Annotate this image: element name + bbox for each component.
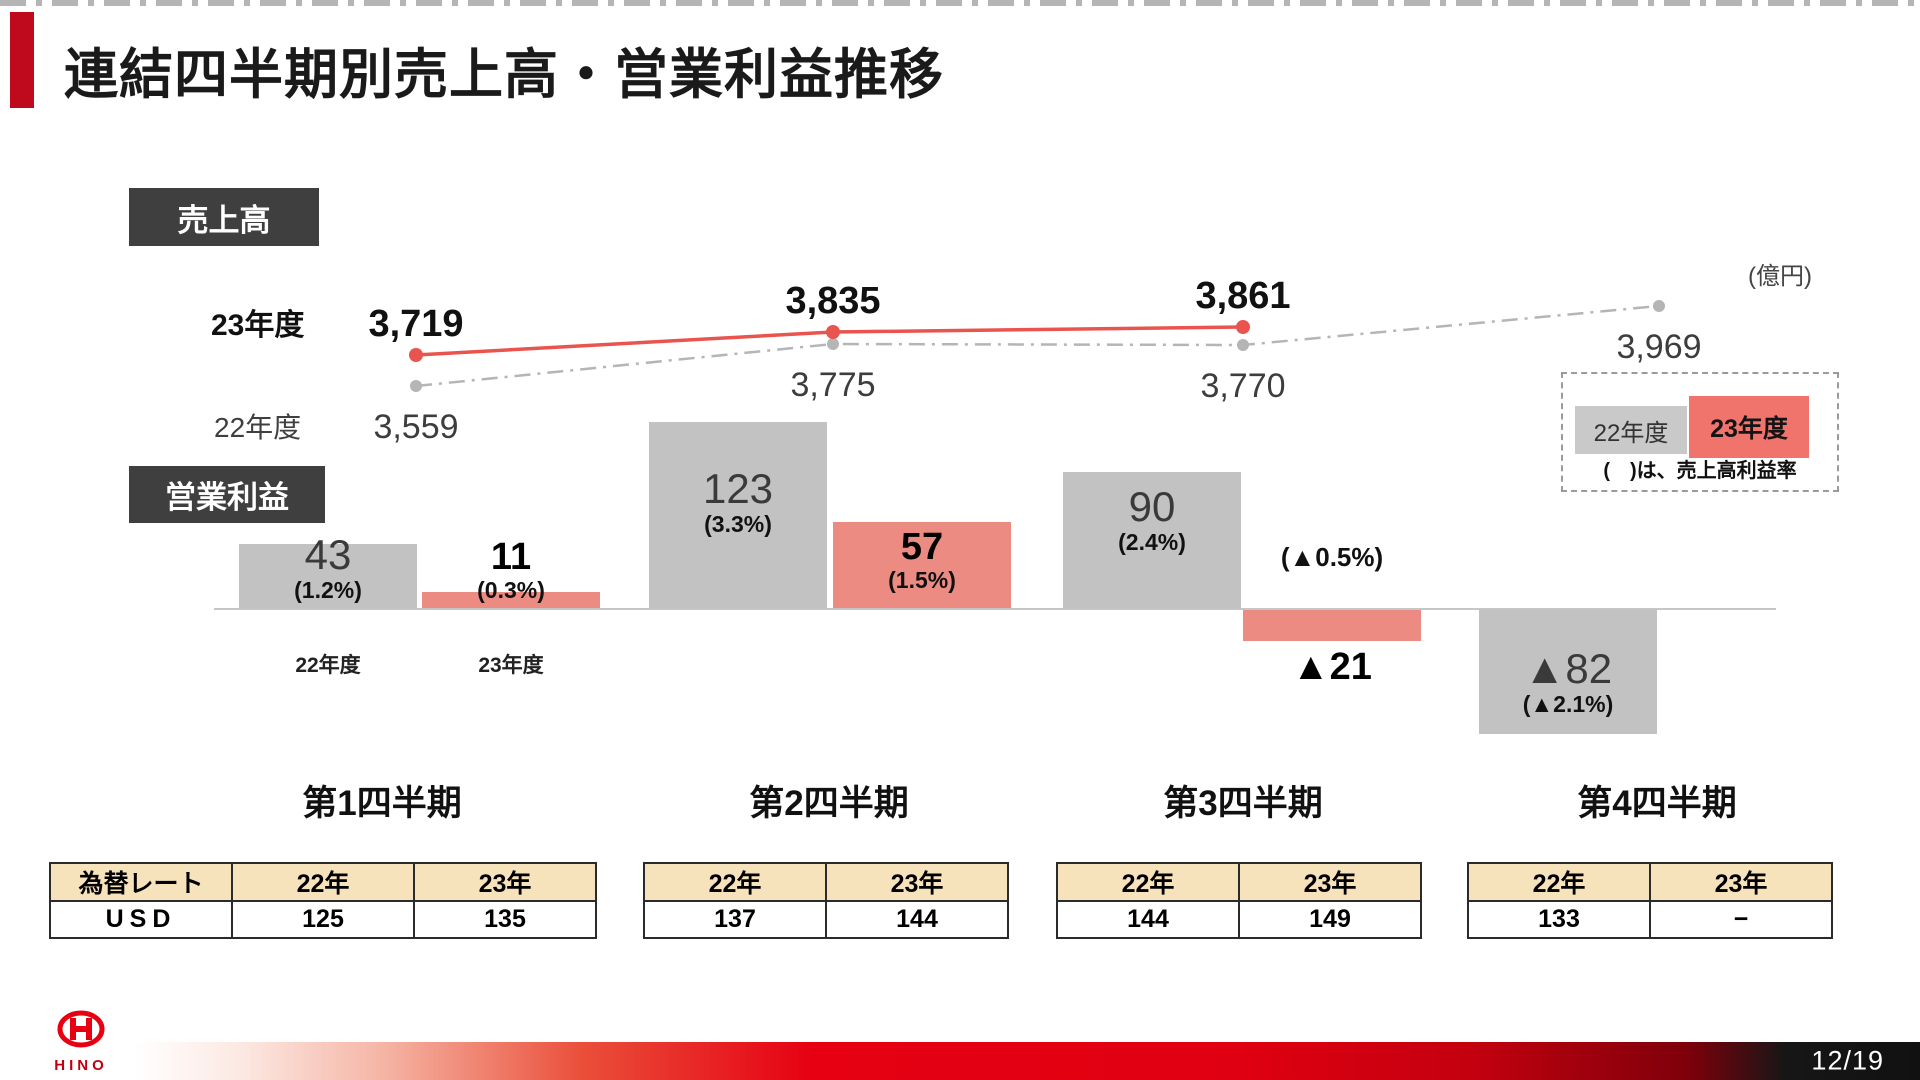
top-dashed-border <box>0 0 1920 6</box>
fx-table-q4: 22年 23年 133 − <box>1467 862 1833 939</box>
axis-label-fy23: 23年度 <box>478 654 544 677</box>
bar-margin-label: (▲2.1%) <box>1522 690 1614 717</box>
legend-fy22-swatch: 22年度 <box>1575 406 1687 454</box>
unit-label: (億円) <box>1748 263 1812 290</box>
profit-bar-q3-fy23 <box>1243 609 1421 641</box>
axis-label-fy22: 22年度 <box>295 654 361 677</box>
sales-value-label: 3,861 <box>1195 275 1291 317</box>
title-accent-bar <box>10 12 34 108</box>
sales-value-label: 3,559 <box>373 408 459 446</box>
fx-header-cell: 22年 <box>1056 862 1240 902</box>
operating-profit-badge: 営業利益 <box>129 466 325 523</box>
legend-note: ( )は、売上高利益率 <box>1603 460 1797 482</box>
chart-baseline <box>214 608 1776 610</box>
bar-margin-label: (2.4%) <box>1118 528 1186 555</box>
bar-margin-label: (1.2%) <box>294 576 362 603</box>
hino-emblem-icon <box>57 1010 105 1048</box>
sales-badge: 売上高 <box>129 188 319 246</box>
fx-header-cell: 22年 <box>1467 862 1651 902</box>
profit-bar-q1-fy23 <box>422 592 600 609</box>
bar-value-label: ▲21 <box>1292 646 1372 688</box>
fx-cell: 135 <box>413 900 597 939</box>
bar-margin-label: (3.3%) <box>704 510 772 537</box>
bar-margin-label: (0.3%) <box>477 576 545 603</box>
bar-label: 43 (1.2%) <box>294 531 362 603</box>
bar-label: (▲0.5%) <box>1281 542 1383 571</box>
fx-cell: 133 <box>1467 900 1651 939</box>
fx-cell: 144 <box>825 900 1009 939</box>
hino-logo: HINO <box>46 1008 116 1074</box>
quarter-label-2: 第2四半期 <box>749 784 909 823</box>
quarter-label-3: 第3四半期 <box>1163 784 1323 823</box>
fx-table-q1: 為替レート 22年 23年 USD 125 135 <box>49 862 597 939</box>
sales-value-label: 3,969 <box>1616 328 1702 366</box>
bar-margin-label: (▲0.5%) <box>1280 542 1384 572</box>
quarter-label-4: 第4四半期 <box>1577 784 1737 823</box>
bar-value-label: 57 <box>900 526 944 568</box>
fx-header-cell: 22年 <box>643 862 827 902</box>
sales-value-label: 3,719 <box>368 303 464 345</box>
bar-label: 11 (0.3%) <box>477 538 545 602</box>
bar-value-label: 123 <box>702 465 774 512</box>
profit-bar-q1-fy22 <box>239 544 417 609</box>
fx-cell: − <box>1649 900 1833 939</box>
fx-header-cell: 22年 <box>231 862 415 902</box>
slide-title: 連結四半期別売上高・営業利益推移 <box>64 45 944 105</box>
fx-table-q2: 22年 23年 137 144 <box>643 862 1009 939</box>
fx-table-q3: 22年 23年 144 149 <box>1056 862 1422 939</box>
fx-header-cell: 為替レート <box>49 862 233 902</box>
fx-header-cell: 23年 <box>413 862 597 902</box>
sales-value-label: 3,835 <box>785 280 881 322</box>
profit-bar-q4-fy22 <box>1479 609 1657 734</box>
fx-cell: 144 <box>1056 900 1240 939</box>
sales-value-label: 3,775 <box>790 366 876 404</box>
profit-bar-q2-fy23 <box>833 522 1011 609</box>
bar-value-label: 11 <box>490 536 532 578</box>
bar-value-label: 43 <box>304 531 352 578</box>
fx-header-cell: 23年 <box>1649 862 1833 902</box>
bar-margin-label: (1.5%) <box>888 566 956 593</box>
bar-value-label: ▲82 <box>1523 645 1613 692</box>
page-number: 12/19 <box>1811 1045 1884 1076</box>
footer-gradient-bar: 12/19 <box>135 1042 1920 1080</box>
bar-label: ▲21 <box>1292 648 1372 687</box>
profit-bar-q2-fy22 <box>649 422 827 609</box>
bar-label: 57 (1.5%) <box>888 528 956 592</box>
bar-value-label: 90 <box>1128 483 1176 530</box>
fx-cell: 149 <box>1238 900 1422 939</box>
bar-label: ▲82 (▲2.1%) <box>1522 645 1614 717</box>
sales-value-label: 3,770 <box>1200 367 1286 405</box>
hino-logo-text: HINO <box>54 1057 108 1074</box>
bar-label: 123 (3.3%) <box>702 465 774 537</box>
fx-cell: 125 <box>231 900 415 939</box>
quarter-label-1: 第1四半期 <box>302 784 462 823</box>
fx-cell: USD <box>49 900 233 939</box>
fx-header-cell: 23年 <box>825 862 1009 902</box>
fx-header-cell: 23年 <box>1238 862 1422 902</box>
bar-label: 90 (2.4%) <box>1118 483 1186 555</box>
fx-cell: 137 <box>643 900 827 939</box>
profit-bar-q3-fy22 <box>1063 472 1241 609</box>
fy23-series-label: 23年度 <box>211 309 305 342</box>
legend: 22年度 23年度 ( )は、売上高利益率 <box>1561 372 1839 492</box>
legend-fy23-swatch: 23年度 <box>1689 396 1809 458</box>
fy22-series-label: 22年度 <box>214 412 302 443</box>
